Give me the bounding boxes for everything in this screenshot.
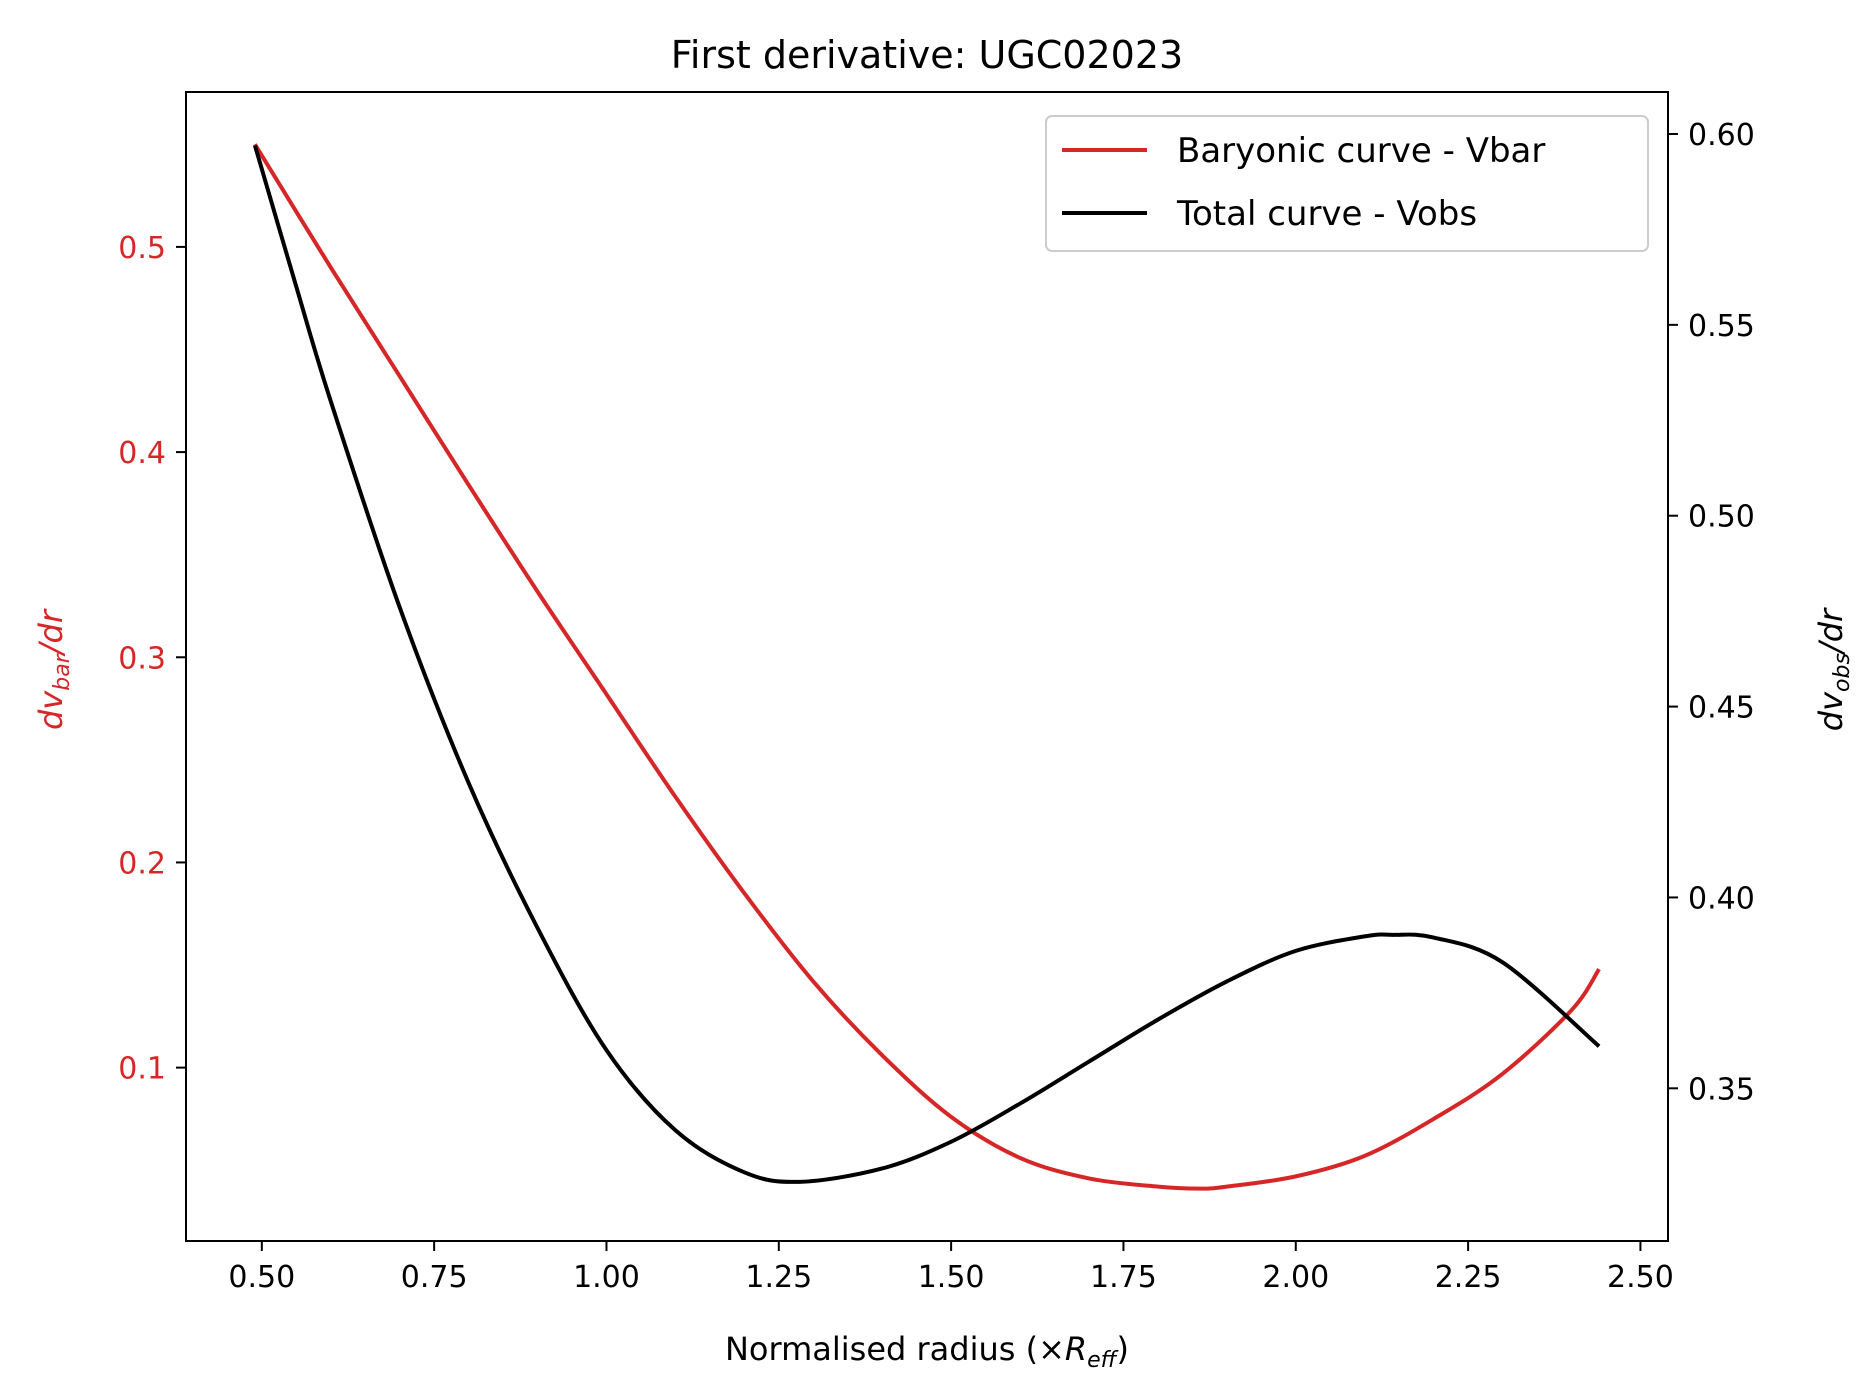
x-tick-label: 1.50 xyxy=(918,1260,985,1295)
y-axis-left-label: dvbar/dr xyxy=(32,608,75,730)
y-right-tick-label: 0.55 xyxy=(1688,309,1755,344)
y-left-tick-label: 0.3 xyxy=(118,641,166,676)
series-line-baryonic xyxy=(253,143,1601,1191)
legend-label-total: Total curve - Vobs xyxy=(1176,194,1477,234)
y-axis-right-label: dvobs/dr xyxy=(1812,607,1855,731)
y-right-tick-label: 0.50 xyxy=(1688,500,1755,535)
y-left-tick-label: 0.2 xyxy=(118,846,166,881)
x-tick-label: 2.00 xyxy=(1262,1260,1329,1295)
x-tick-label: 1.25 xyxy=(745,1260,812,1295)
y-left-tick-label: 0.5 xyxy=(118,231,166,266)
x-tick-label: 1.00 xyxy=(573,1260,640,1295)
plot-frame xyxy=(185,91,1669,1242)
x-tick-label: 0.75 xyxy=(401,1260,468,1295)
series-line-total xyxy=(253,144,1601,1184)
y-right-tick-label: 0.60 xyxy=(1688,118,1755,153)
y-left-tick-label: 0.4 xyxy=(118,436,166,471)
plot-series xyxy=(253,143,1601,1191)
x-axis-label: Normalised radius (×Reff) xyxy=(725,1330,1129,1373)
y-right-tick-label: 0.45 xyxy=(1688,691,1755,726)
y-right-tick-label: 0.35 xyxy=(1688,1072,1755,1107)
legend-box xyxy=(1045,115,1649,252)
x-tick-label: 2.25 xyxy=(1435,1260,1502,1295)
x-tick-label: 2.50 xyxy=(1607,1260,1674,1295)
y-right-tick-label: 0.40 xyxy=(1688,881,1755,916)
legend-label-baryonic: Baryonic curve - Vbar xyxy=(1177,131,1545,171)
chart-title: First derivative: UGC02023 xyxy=(671,33,1183,77)
legend: Baryonic curve - Vbar Total curve - Vobs xyxy=(1045,115,1649,252)
y-axis-right-ticks: 0.35 0.40 0.45 0.50 0.55 0.60 xyxy=(1668,118,1755,1107)
x-tick-label: 1.75 xyxy=(1090,1260,1157,1295)
x-tick-label: 0.50 xyxy=(228,1260,295,1295)
y-axis-left-ticks: 0.1 0.2 0.3 0.4 0.5 xyxy=(118,231,186,1087)
y-left-tick-label: 0.1 xyxy=(118,1052,166,1087)
x-axis-ticks: 0.50 0.75 1.00 1.25 1.50 1.75 2.00 2.25 2.50 xyxy=(228,1241,1674,1295)
